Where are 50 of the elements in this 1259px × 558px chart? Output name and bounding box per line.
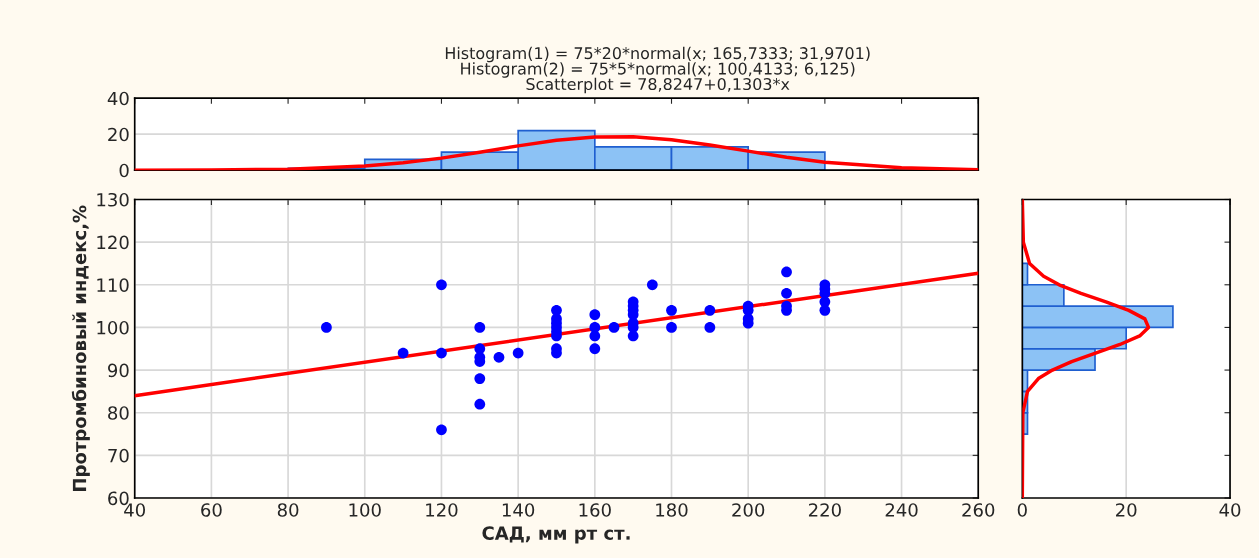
x-tick-label: 40 (1219, 503, 1241, 517)
point (589, 343, 601, 355)
x-tick-label: 260 (962, 503, 995, 517)
point (666, 304, 677, 316)
x-tick-label: 180 (656, 503, 688, 517)
point (704, 322, 716, 333)
point (436, 279, 447, 291)
x-tick-label: 120 (426, 503, 458, 517)
point (436, 347, 447, 359)
point (436, 424, 447, 436)
point (781, 287, 792, 299)
y-tick-label: 40 (107, 91, 129, 106)
point (589, 309, 601, 321)
point (646, 279, 658, 291)
point (397, 347, 409, 359)
point (781, 266, 792, 278)
y-tick-label: 120 (97, 235, 129, 250)
point (551, 304, 562, 316)
x-axis-title: САД, мм рт ст. (482, 526, 630, 544)
y-tick-label: 110 (97, 278, 129, 292)
y-tick-label: 20 (108, 127, 129, 142)
point (512, 347, 524, 359)
y-tick-label: 80 (108, 406, 129, 420)
point (321, 322, 332, 333)
y-tick-label: 70 (108, 448, 129, 463)
y-tick-label: 100 (97, 320, 129, 335)
point (589, 330, 601, 342)
x-tick-label: 140 (502, 503, 535, 517)
x-tick-label: 160 (579, 503, 611, 517)
x-tick-label: 240 (885, 503, 918, 517)
y-axis-title: Протромбиновый индекс,% (71, 205, 90, 491)
point (474, 398, 486, 410)
x-tick-label: 220 (808, 503, 841, 517)
x-tick-label: 0 (1017, 503, 1027, 517)
point (474, 373, 486, 384)
point (627, 330, 639, 342)
point (704, 304, 716, 316)
y-tick-label: 0 (119, 163, 129, 178)
point (493, 351, 505, 363)
point (608, 322, 620, 333)
x-tick-label: 80 (277, 503, 299, 517)
chart-title: Histogram(1) = 75*20*normal(x; 165,7333; 31,9701) Histogram(2) = 75*5*normal(x; 100,4133; 6,125) Scatterplot = 78,8247+0,1303*x (445, 46, 870, 94)
y-tick-label: 130 (97, 192, 129, 207)
x-tick-label: 200 (732, 503, 765, 517)
x-tick-label: 60 (201, 503, 222, 517)
x-tick-label: 100 (349, 503, 381, 517)
y-tick-label: 90 (108, 363, 129, 378)
point (666, 322, 677, 333)
x-tick-label: 20 (1116, 503, 1137, 517)
point (474, 322, 486, 333)
